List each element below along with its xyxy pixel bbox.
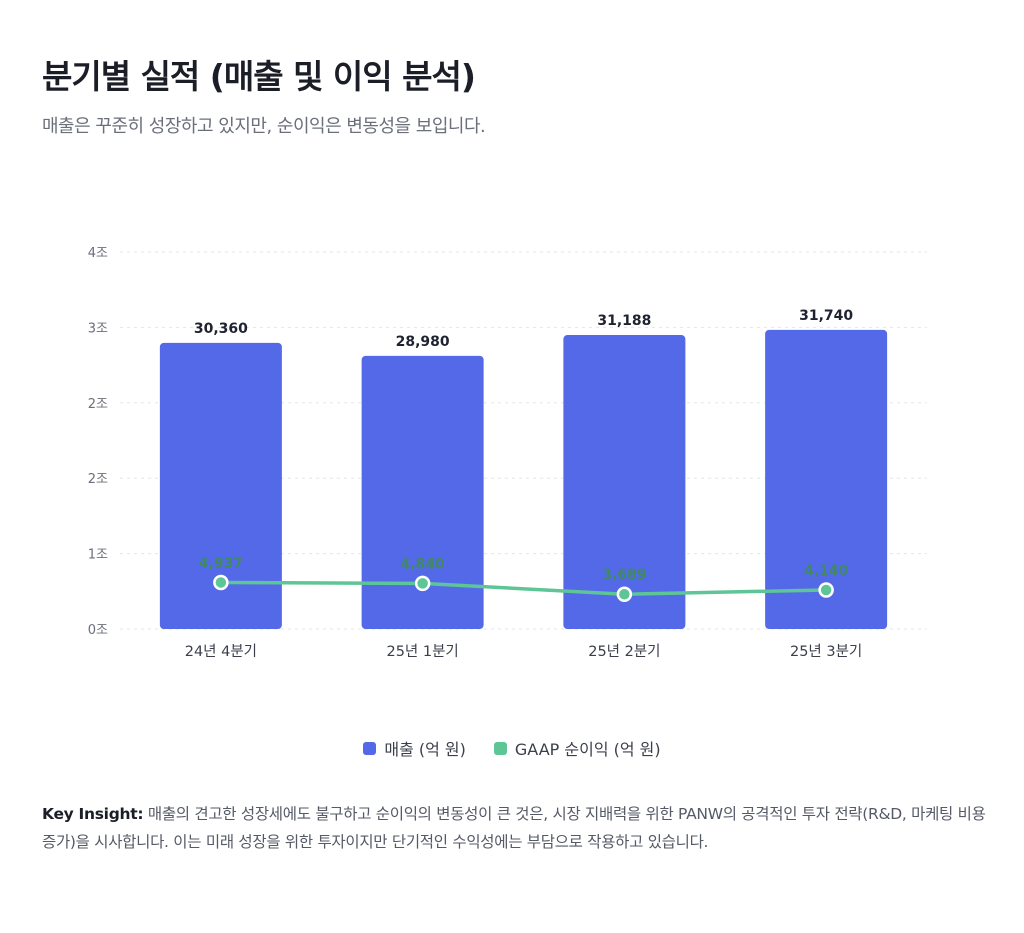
- bar: [563, 335, 686, 629]
- legend-label-revenue: 매출 (억 원): [384, 740, 466, 759]
- page-title: 분기별 실적 (매출 및 이익 분석): [42, 57, 476, 96]
- line-data-label: 4,840: [400, 556, 445, 572]
- bar: [159, 342, 282, 629]
- line-point: [213, 574, 229, 591]
- legend-item-net-income[interactable]: GAAP 순이익 (억 원): [493, 736, 661, 760]
- line-point: [616, 586, 633, 602]
- page-subtitle: 매출은 꾸준히 성장하고 있지만, 순이익은 변동성을 보입니다.: [42, 116, 486, 137]
- y-tick-label: 4조: [88, 246, 108, 261]
- bar-data-label: 28,980: [396, 334, 450, 350]
- legend-swatch-net-income: [493, 741, 507, 755]
- y-tick-label: 1조: [88, 548, 108, 563]
- bar-data-label: 31,188: [597, 313, 651, 329]
- x-tick-label: 25년 3분기: [790, 643, 862, 660]
- y-tick-label: 3조: [88, 321, 108, 336]
- legend: 매출 (억 원) GAAP 순이익 (억 원): [0, 736, 1024, 760]
- bar: [765, 329, 888, 629]
- line-point: [818, 582, 834, 598]
- y-tick-label: 2조: [88, 397, 108, 412]
- chart: 0조 1조 2조 2조 3조 4조 30,360 24년 4분기 28,980 25년 1분기 31…: [88, 246, 927, 660]
- line-data-label: 3,689: [602, 567, 646, 583]
- bar: [361, 355, 484, 629]
- net-income-line: [220, 580, 827, 596]
- key-insight: Key Insight: 매출의 견고한 성장세에도 불구하고 순이익의 변동성…: [42, 800, 992, 856]
- legend-item-revenue[interactable]: 매출 (억 원): [363, 736, 466, 760]
- legend-label-net-income: GAAP 순이익 (억 원): [514, 740, 661, 759]
- line-data-label: 4,140: [804, 563, 849, 579]
- x-tick-label: 25년 1분기: [386, 643, 458, 660]
- line-data-label: 4,937: [199, 555, 243, 571]
- y-tick-label: 2조: [88, 472, 108, 487]
- bar-data-label: 31,740: [799, 308, 853, 324]
- line-point: [414, 575, 431, 592]
- bar-data-label: 30,360: [194, 321, 248, 337]
- insight-text: 매출의 견고한 성장세에도 불구하고 순이익의 변동성이 큰 것은, 시장 지배…: [42, 805, 986, 851]
- insight-label: Key Insight:: [42, 805, 144, 823]
- legend-swatch-revenue: [363, 741, 377, 755]
- y-tick-label: 0조: [88, 623, 108, 638]
- x-tick-label: 24년 4분기: [185, 643, 257, 660]
- x-tick-label: 25년 2분기: [588, 643, 660, 660]
